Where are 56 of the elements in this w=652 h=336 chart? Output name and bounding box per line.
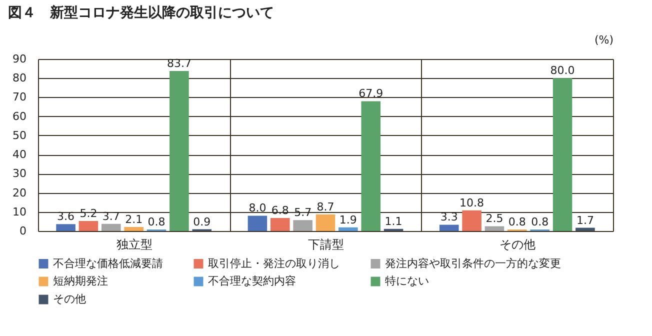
legend-label: 不合理な価格低減要請: [53, 256, 163, 270]
y-tick-label: 0: [20, 224, 26, 238]
data-label: 3.6: [57, 210, 75, 224]
x-tick-label: 下請型: [308, 238, 344, 252]
bar: [462, 210, 482, 231]
data-label: 10.8: [460, 196, 484, 210]
bar: [124, 226, 144, 231]
bar: [338, 227, 358, 231]
y-tick-label: 80: [12, 72, 26, 85]
data-label: 1.1: [384, 214, 402, 228]
y-tick-label: 90: [12, 52, 26, 66]
data-label: 0.8: [508, 215, 526, 228]
y-tick-label: 20: [12, 186, 26, 200]
data-label: 1.9: [339, 213, 357, 226]
data-label: 2.1: [125, 212, 143, 226]
bar: [78, 221, 98, 231]
data-label: 0.8: [148, 215, 166, 228]
data-label: 83.7: [166, 57, 192, 70]
data-label: 8.7: [316, 200, 334, 214]
data-label: 0.8: [531, 215, 549, 228]
y-tick-label: 70: [12, 90, 26, 104]
bar: [248, 216, 268, 231]
bar: [439, 224, 459, 231]
data-label: 80.0: [550, 64, 575, 78]
data-label: 1.7: [576, 214, 594, 227]
bar: [316, 214, 336, 231]
y-tick-label: 50: [12, 128, 26, 142]
data-label: 3.3: [440, 210, 458, 224]
chart-title: 図４ 新型コロナ発生以降の取引について: [8, 4, 274, 21]
data-label: 2.5: [486, 212, 504, 226]
y-tick-label: 40: [12, 148, 26, 162]
y-axis-title: (%): [594, 34, 614, 46]
bar: [484, 226, 504, 231]
bar: [361, 101, 381, 231]
legend-label: 取引停止・発注の取り消し: [208, 256, 340, 270]
data-label: 0.9: [193, 215, 211, 228]
x-tick-label: 独立型: [116, 238, 152, 252]
bar: [552, 78, 572, 231]
legend-label: 発注内容や取引条件の一方的な変更: [385, 256, 561, 270]
bar: [102, 224, 121, 231]
data-label: 8.0: [248, 202, 266, 215]
y-tick-label: 10: [12, 205, 26, 218]
legend-label: その他: [53, 292, 86, 306]
bar: [170, 71, 189, 231]
bar: [56, 224, 76, 231]
data-label: 67.9: [358, 87, 384, 100]
y-tick-label: 30: [12, 167, 26, 180]
x-tick-label: その他: [500, 238, 536, 252]
data-label: 3.7: [102, 210, 120, 223]
bar: [270, 218, 290, 231]
legend-label: 短納期発注: [53, 274, 108, 288]
legend-label: 特にない: [385, 274, 429, 288]
legend-label: 不合理な契約内容: [208, 274, 296, 288]
bar: [293, 220, 312, 231]
bar: [576, 228, 595, 231]
y-tick-label: 60: [12, 110, 26, 123]
